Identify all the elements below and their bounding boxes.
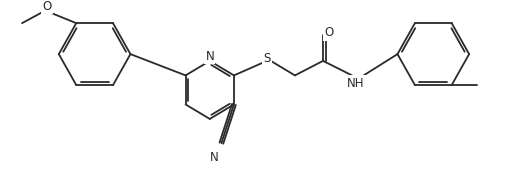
Text: N: N (206, 50, 214, 62)
Text: O: O (324, 26, 333, 39)
Text: O: O (43, 0, 52, 13)
Text: N: N (210, 151, 219, 164)
Text: NH: NH (347, 77, 365, 90)
Text: S: S (263, 52, 270, 65)
